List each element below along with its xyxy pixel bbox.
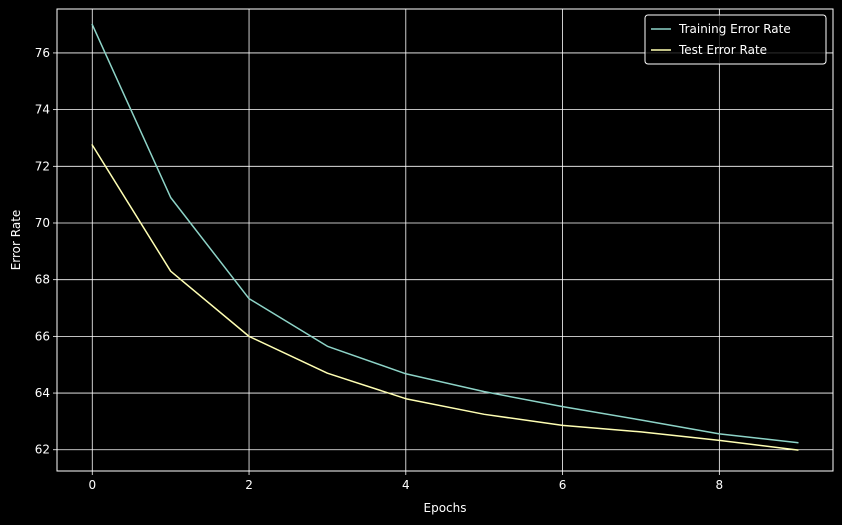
y-tick-label: 72 bbox=[35, 159, 50, 173]
x-tick-label: 0 bbox=[88, 478, 96, 492]
plot-frame bbox=[56, 8, 834, 472]
series-line-training bbox=[91, 23, 799, 444]
x-tick-label: 6 bbox=[559, 478, 567, 492]
y-tick-label: 66 bbox=[35, 329, 50, 343]
legend-label-test: Test Error Rate bbox=[678, 43, 767, 57]
y-tick-label: 74 bbox=[35, 103, 50, 117]
legend-label-training: Training Error Rate bbox=[678, 22, 791, 36]
y-tick-label: 64 bbox=[35, 386, 50, 400]
series-line-test bbox=[91, 144, 799, 451]
x-axis-label: Epochs bbox=[424, 501, 467, 515]
series-lines bbox=[91, 23, 799, 451]
y-tick-label: 62 bbox=[35, 443, 50, 457]
x-tick-label: 4 bbox=[402, 478, 410, 492]
legend-box bbox=[644, 14, 827, 65]
x-tick-label: 2 bbox=[245, 478, 253, 492]
legend: Training Error Rate Test Error Rate bbox=[644, 14, 827, 65]
x-tick-label: 8 bbox=[716, 478, 724, 492]
y-tick-label: 70 bbox=[35, 216, 50, 230]
y-tick-label: 76 bbox=[35, 46, 50, 60]
y-axis-label: Error Rate bbox=[9, 210, 23, 271]
y-tick-label: 68 bbox=[35, 273, 50, 287]
